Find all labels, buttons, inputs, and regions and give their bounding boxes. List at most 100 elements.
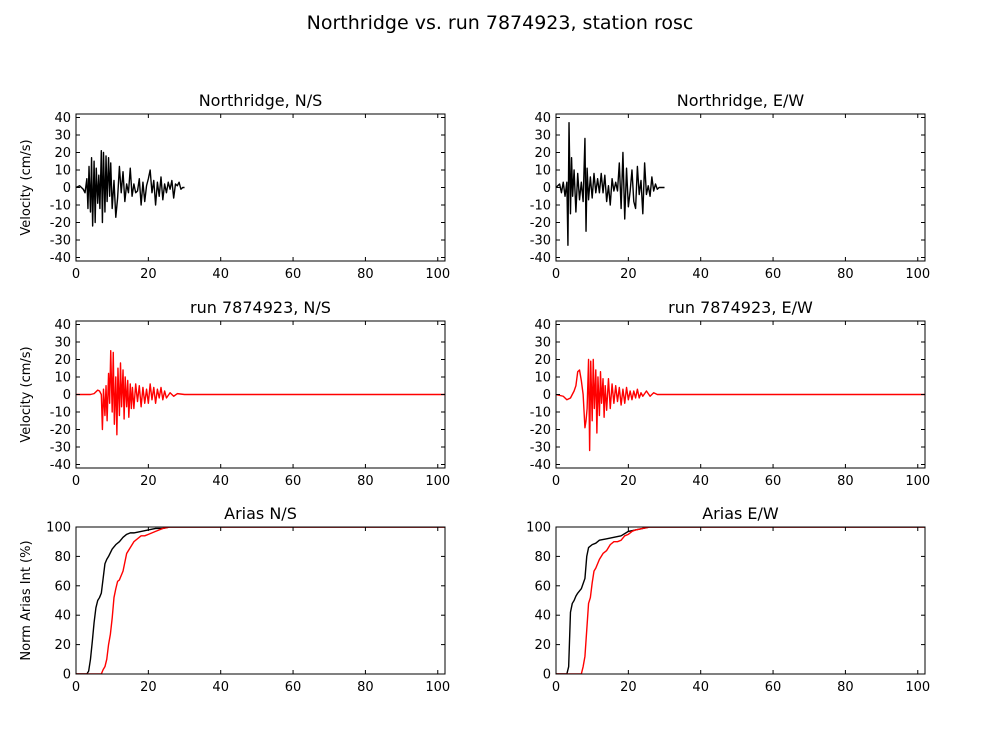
y-axis-label: Velocity (cm/s) (19, 139, 34, 235)
x-tick-label: 80 (837, 680, 854, 695)
y-tick-label: -10 (530, 406, 551, 421)
y-tick-label: 80 (54, 550, 71, 565)
y-tick-label: -40 (530, 458, 551, 473)
y-tick-label: 10 (534, 371, 551, 386)
y-tick-label: 0 (543, 181, 551, 196)
y-tick-label: 100 (46, 521, 71, 536)
y-tick-label: 0 (543, 668, 551, 683)
y-tick-label: -40 (50, 458, 71, 473)
y-tick-label: -40 (530, 251, 551, 266)
y-tick-label: 40 (54, 318, 71, 333)
y-tick-label: 60 (534, 579, 551, 594)
y-tick-label: -20 (530, 216, 551, 231)
series-line-1 (556, 358, 925, 452)
x-tick-label: 60 (285, 267, 302, 282)
x-tick-label: 0 (72, 474, 80, 489)
x-tick-label: 60 (765, 267, 782, 282)
subplot-4: 0 20 40 60 80 100 -40 -30 -20 -10 0 10 20 30 40 run 787… (530, 298, 930, 489)
x-tick-label: 40 (692, 680, 709, 695)
x-tick-label: 40 (212, 474, 229, 489)
y-tick-label: -20 (50, 216, 71, 231)
x-tick-label: 0 (552, 680, 560, 695)
x-tick-label: 20 (620, 474, 637, 489)
y-tick-label: -40 (50, 251, 71, 266)
x-tick-label: 0 (72, 267, 80, 282)
x-tick-label: 40 (692, 474, 709, 489)
y-axis-label: Norm Arias Int (%) (19, 540, 34, 660)
subplot-5: 0 20 40 60 80 100 0 20 40 60 80 100 Arias N/S Norm Ar… (19, 504, 450, 695)
series-line-1 (556, 122, 665, 246)
y-tick-label: -30 (50, 441, 71, 456)
subplot-title: run 7874923, N/S (190, 298, 331, 317)
x-tick-label: 80 (357, 267, 374, 282)
x-tick-label: 40 (692, 267, 709, 282)
y-tick-label: -10 (50, 199, 71, 214)
x-tick-label: 20 (140, 267, 157, 282)
y-tick-label: 0 (63, 181, 71, 196)
y-tick-label: -10 (50, 406, 71, 421)
series-line-1 (76, 527, 445, 674)
y-axis-label: Velocity (cm/s) (19, 346, 34, 442)
series-line-1 (76, 150, 185, 227)
subplot-title: Northridge, E/W (677, 91, 805, 110)
y-tick-label: 20 (534, 353, 551, 368)
x-tick-label: 80 (837, 474, 854, 489)
y-tick-label: 100 (526, 521, 551, 536)
y-tick-label: 30 (534, 129, 551, 144)
x-tick-label: 80 (357, 474, 374, 489)
y-tick-label: 20 (534, 638, 551, 653)
y-tick-label: 30 (54, 129, 71, 144)
x-tick-label: 100 (905, 474, 930, 489)
x-tick-label: 20 (140, 474, 157, 489)
axes-frame (75, 526, 446, 675)
y-tick-label: 40 (534, 609, 551, 624)
x-tick-label: 0 (552, 267, 560, 282)
x-tick-label: 80 (837, 267, 854, 282)
x-tick-label: 20 (140, 680, 157, 695)
x-tick-label: 0 (552, 474, 560, 489)
series-line-1 (76, 350, 445, 436)
x-tick-label: 60 (765, 474, 782, 489)
subplot-1: 0 20 40 60 80 100 -40 -30 -20 -10 0 10 20 30 40 Northri… (19, 91, 450, 282)
x-tick-label: 60 (765, 680, 782, 695)
figure-title: Northridge vs. run 7874923, station rosc (307, 12, 694, 34)
subplot-2: 0 20 40 60 80 100 -40 -30 -20 -10 0 10 20 30 40 Northri… (530, 91, 930, 282)
subplot-title: run 7874923, E/W (668, 298, 813, 317)
y-tick-label: 40 (54, 111, 71, 126)
y-tick-label: 30 (54, 336, 71, 351)
x-tick-label: 60 (285, 474, 302, 489)
subplot-6: 0 20 40 60 80 100 0 20 40 60 80 100 Arias E/W (526, 504, 930, 695)
y-tick-label: -30 (50, 234, 71, 249)
y-tick-label: 60 (54, 579, 71, 594)
x-tick-label: 40 (212, 680, 229, 695)
x-tick-label: 100 (905, 680, 930, 695)
y-tick-label: 40 (534, 318, 551, 333)
axes-frame (555, 526, 926, 675)
series-line-2 (556, 527, 925, 674)
y-tick-label: 40 (54, 609, 71, 624)
x-tick-label: 20 (620, 680, 637, 695)
y-tick-label: 10 (534, 164, 551, 179)
x-tick-label: 100 (425, 680, 450, 695)
y-tick-label: 0 (543, 388, 551, 403)
subplot-3: 0 20 40 60 80 100 -40 -30 -20 -10 0 10 20 30 40 run 787… (19, 298, 450, 489)
y-tick-label: 20 (54, 353, 71, 368)
x-tick-label: 0 (72, 680, 80, 695)
y-tick-label: -30 (530, 234, 551, 249)
y-tick-label: 20 (54, 146, 71, 161)
y-tick-label: 10 (54, 371, 71, 386)
x-tick-label: 20 (620, 267, 637, 282)
y-tick-label: 20 (534, 146, 551, 161)
y-tick-label: 10 (54, 164, 71, 179)
subplot-grid: 0 20 40 60 80 100-40-30-20-10010203040Northri… (19, 91, 930, 695)
y-tick-label: 0 (63, 388, 71, 403)
x-tick-label: 100 (425, 474, 450, 489)
y-tick-label: 0 (63, 668, 71, 683)
y-tick-label: 80 (534, 550, 551, 565)
x-tick-label: 80 (357, 680, 374, 695)
x-tick-label: 60 (285, 680, 302, 695)
y-tick-label: -20 (530, 423, 551, 438)
y-tick-label: -20 (50, 423, 71, 438)
